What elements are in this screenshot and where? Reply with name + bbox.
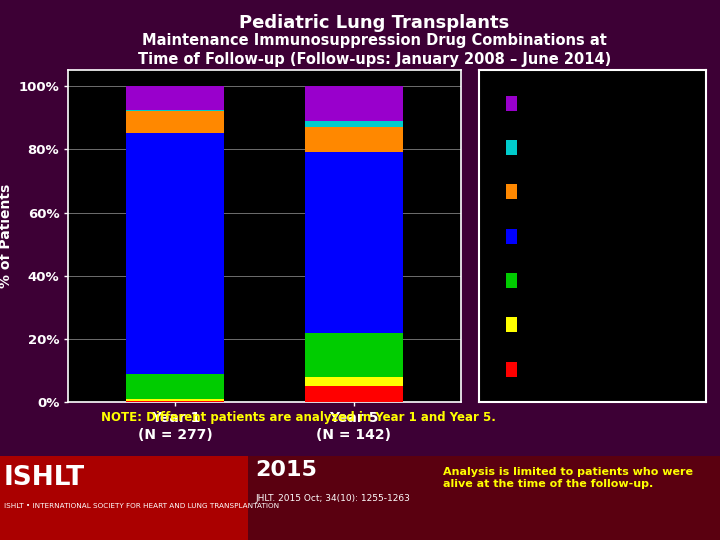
Text: 2015: 2015 bbox=[256, 460, 318, 480]
Bar bbox=[305, 127, 402, 152]
Bar bbox=[506, 318, 517, 332]
Bar bbox=[0, 456, 248, 540]
Text: Analysis is limited to patients who were
alive at the time of the follow-up.: Analysis is limited to patients who were… bbox=[443, 467, 693, 489]
Y-axis label: % of Patients: % of Patients bbox=[0, 184, 13, 288]
Text: Maintenance Immunosuppression Drug Combinations at: Maintenance Immunosuppression Drug Combi… bbox=[142, 33, 607, 49]
Bar bbox=[305, 333, 402, 377]
Bar bbox=[305, 86, 402, 121]
Bar bbox=[506, 362, 517, 376]
Bar bbox=[305, 152, 402, 333]
Bar bbox=[127, 401, 225, 402]
Text: Time of Follow-up (Follow-ups: January 2008 – June 2014): Time of Follow-up (Follow-ups: January 2… bbox=[138, 52, 611, 67]
Bar bbox=[506, 140, 517, 155]
Text: ISHLT • INTERNATIONAL SOCIETY FOR HEART AND LUNG TRANSPLANTATION: ISHLT • INTERNATIONAL SOCIETY FOR HEART … bbox=[4, 503, 279, 509]
Text: JHLT. 2015 Oct; 34(10): 1255-1263: JHLT. 2015 Oct; 34(10): 1255-1263 bbox=[256, 494, 410, 503]
Bar bbox=[506, 96, 517, 111]
Bar bbox=[127, 86, 225, 110]
Text: NOTE: Different patients are analyzed in Year 1 and Year 5.: NOTE: Different patients are analyzed in… bbox=[101, 411, 495, 424]
Bar bbox=[305, 121, 402, 127]
Bar bbox=[127, 110, 225, 111]
Text: Pediatric Lung Transplants: Pediatric Lung Transplants bbox=[239, 14, 510, 31]
Bar bbox=[506, 273, 517, 288]
Bar bbox=[127, 374, 225, 399]
Bar bbox=[305, 377, 402, 387]
Text: ISHLT: ISHLT bbox=[4, 465, 85, 491]
Bar bbox=[127, 133, 225, 374]
Bar bbox=[127, 399, 225, 401]
Bar bbox=[305, 387, 402, 402]
Bar bbox=[127, 111, 225, 133]
Bar bbox=[506, 229, 517, 244]
Bar bbox=[506, 185, 517, 199]
